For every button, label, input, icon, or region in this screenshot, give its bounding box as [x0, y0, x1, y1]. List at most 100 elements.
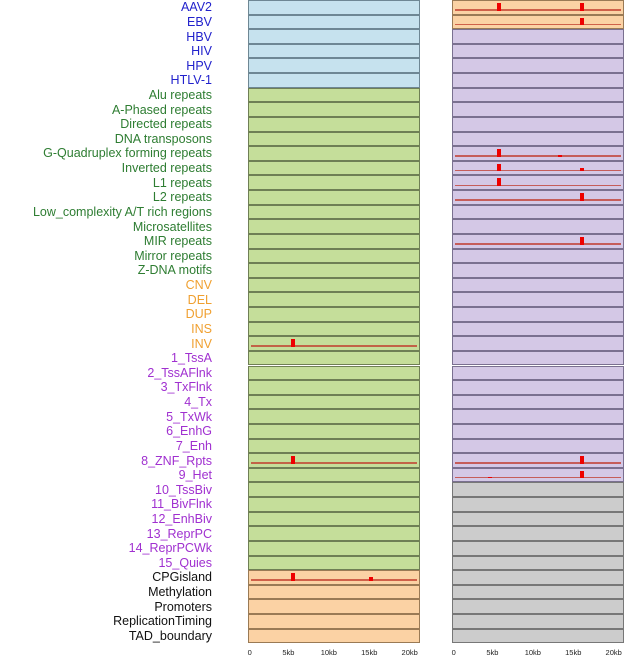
track-panel-left-inverted-repeats[interactable]: [248, 160, 420, 176]
track-panel-left-14-reprpcwk[interactable]: [248, 540, 420, 556]
track-panel-left-hbv[interactable]: [248, 29, 420, 44]
track-panel-right-ins[interactable]: [452, 321, 624, 337]
track-panel-left-replicationtiming[interactable]: [248, 614, 420, 629]
track-panel-right-directed-repeats[interactable]: [452, 116, 624, 132]
track-label-14-reprpcwk[interactable]: 14_ReprPCWk: [128, 541, 212, 556]
track-panel-left-tad-boundary[interactable]: [248, 628, 420, 644]
track-label-3-txflnk[interactable]: 3_TxFlnk: [160, 380, 212, 395]
track-label-hbv[interactable]: HBV: [186, 29, 212, 44]
track-panel-right-15-quies[interactable]: [452, 555, 624, 571]
track-panel-left-6-enhg[interactable]: [248, 423, 420, 439]
track-panel-left-10-tssbiv[interactable]: [248, 482, 420, 498]
track-panel-right-dna-transposons[interactable]: [452, 131, 624, 147]
track-panel-left-z-dna-motifs[interactable]: [248, 263, 420, 278]
track-panel-left-methylation[interactable]: [248, 584, 420, 600]
track-label-11-bivflnk[interactable]: 11_BivFlnk: [151, 497, 212, 512]
track-panel-right-microsatellites[interactable]: [452, 219, 624, 234]
track-panel-left-11-bivflnk[interactable]: [248, 497, 420, 512]
track-panel-left-cpgisland[interactable]: [248, 570, 420, 585]
track-label-1-tssa[interactable]: 1_TssA: [171, 351, 212, 366]
track-panel-left-directed-repeats[interactable]: [248, 116, 420, 132]
track-label-ins[interactable]: INS: [191, 321, 212, 336]
track-label-6-enhg[interactable]: 6_EnhG: [166, 424, 212, 439]
track-label-g-quadruplex-forming-repeats[interactable]: G-Quadruplex forming repeats: [43, 146, 212, 161]
track-panel-left-5-txwk[interactable]: [248, 409, 420, 424]
track-panel-right-12-enhbiv[interactable]: [452, 511, 624, 527]
track-panel-left-aav2[interactable]: [248, 0, 420, 15]
track-label-hpv[interactable]: HPV: [186, 58, 212, 73]
track-panel-right-7-enh[interactable]: [452, 438, 624, 454]
track-panel-left-8-znf-rpts[interactable]: [248, 453, 420, 468]
track-label-10-tssbiv[interactable]: 10_TssBiv: [155, 482, 212, 497]
track-panel-right-del[interactable]: [452, 292, 624, 307]
track-label-12-enhbiv[interactable]: 12_EnhBiv: [151, 511, 212, 526]
track-panel-right-11-bivflnk[interactable]: [452, 497, 624, 512]
track-panel-right-a-phased-repeats[interactable]: [452, 102, 624, 117]
track-panel-left-12-enhbiv[interactable]: [248, 511, 420, 527]
track-panel-right-replicationtiming[interactable]: [452, 614, 624, 629]
track-panel-right-cpgisland[interactable]: [452, 570, 624, 585]
track-label-ebv[interactable]: EBV: [186, 14, 212, 29]
track-panel-right-8-znf-rpts[interactable]: [452, 453, 624, 468]
track-label-alu-repeats[interactable]: Alu repeats: [148, 88, 212, 103]
track-panel-left-microsatellites[interactable]: [248, 219, 420, 234]
track-label-replicationtiming[interactable]: ReplicationTiming: [113, 614, 212, 629]
track-label-methylation[interactable]: Methylation: [148, 585, 212, 600]
track-panel-right-5-txwk[interactable]: [452, 409, 624, 424]
track-panel-left-dup[interactable]: [248, 307, 420, 322]
track-label-7-enh[interactable]: 7_Enh: [175, 438, 212, 453]
track-panel-left-hiv[interactable]: [248, 43, 420, 59]
track-panel-left-1-tssa[interactable]: [248, 350, 420, 366]
track-panel-right-hpv[interactable]: [452, 58, 624, 74]
track-panel-right-low-complexity-a-t-rich-regions[interactable]: [452, 204, 624, 220]
track-panel-right-cnv[interactable]: [452, 277, 624, 293]
track-panel-right-inv[interactable]: [452, 336, 624, 351]
track-panel-right-tad-boundary[interactable]: [452, 628, 624, 644]
track-label-htlv-1[interactable]: HTLV-1: [170, 73, 212, 88]
track-panel-right-aav2[interactable]: [452, 0, 624, 15]
track-panel-left-cnv[interactable]: [248, 277, 420, 293]
track-panel-left-inv[interactable]: [248, 336, 420, 351]
track-panel-left-del[interactable]: [248, 292, 420, 307]
track-panel-right-promoters[interactable]: [452, 599, 624, 615]
track-label-15-quies[interactable]: 15_Quies: [158, 555, 212, 570]
track-label-5-txwk[interactable]: 5_TxWk: [166, 409, 212, 424]
track-label-l1-repeats[interactable]: L1 repeats: [152, 175, 212, 190]
track-label-promoters[interactable]: Promoters: [154, 599, 212, 614]
track-panel-right-z-dna-motifs[interactable]: [452, 263, 624, 278]
track-panel-right-10-tssbiv[interactable]: [452, 482, 624, 498]
track-label-dup[interactable]: DUP: [185, 307, 212, 322]
track-panel-left-15-quies[interactable]: [248, 555, 420, 571]
track-panel-right-13-reprpc[interactable]: [452, 526, 624, 541]
track-panel-left-9-het[interactable]: [248, 467, 420, 483]
track-panel-right-mirror-repeats[interactable]: [452, 248, 624, 264]
track-label-8-znf-rpts[interactable]: 8_ZNF_Rpts: [141, 453, 212, 468]
track-label-low-complexity-a-t-rich-regions[interactable]: Low_complexity A/T rich regions: [32, 204, 212, 219]
track-panel-right-4-tx[interactable]: [452, 394, 624, 410]
track-panel-right-l1-repeats[interactable]: [452, 175, 624, 191]
track-label-inv[interactable]: INV: [191, 336, 212, 351]
track-panel-left-alu-repeats[interactable]: [248, 87, 420, 103]
track-panel-left-dna-transposons[interactable]: [248, 131, 420, 147]
track-panel-right-alu-repeats[interactable]: [452, 87, 624, 103]
track-label-cnv[interactable]: CNV: [185, 278, 212, 293]
track-label-13-reprpc[interactable]: 13_ReprPC: [146, 526, 212, 541]
track-panel-right-6-enhg[interactable]: [452, 423, 624, 439]
track-panel-left-mir-repeats[interactable]: [248, 233, 420, 249]
track-panel-right-2-tssaflnk[interactable]: [452, 365, 624, 381]
track-panel-right-g-quadruplex-forming-repeats[interactable]: [452, 146, 624, 161]
track-panel-right-dup[interactable]: [452, 307, 624, 322]
track-panel-right-mir-repeats[interactable]: [452, 233, 624, 249]
track-panel-right-ebv[interactable]: [452, 14, 624, 30]
track-label-2-tssaflnk[interactable]: 2_TssAFlnk: [147, 365, 212, 380]
track-panel-right-9-het[interactable]: [452, 467, 624, 483]
track-label-mirror-repeats[interactable]: Mirror repeats: [134, 248, 212, 263]
track-panel-left-l1-repeats[interactable]: [248, 175, 420, 191]
track-label-aav2[interactable]: AAV2: [180, 0, 212, 15]
track-panel-left-13-reprpc[interactable]: [248, 526, 420, 541]
track-panel-left-htlv-1[interactable]: [248, 73, 420, 88]
track-label-a-phased-repeats[interactable]: A-Phased repeats: [111, 102, 212, 117]
track-panel-left-low-complexity-a-t-rich-regions[interactable]: [248, 204, 420, 220]
track-panel-left-a-phased-repeats[interactable]: [248, 102, 420, 117]
track-label-dna-transposons[interactable]: DNA transposons: [114, 131, 212, 146]
